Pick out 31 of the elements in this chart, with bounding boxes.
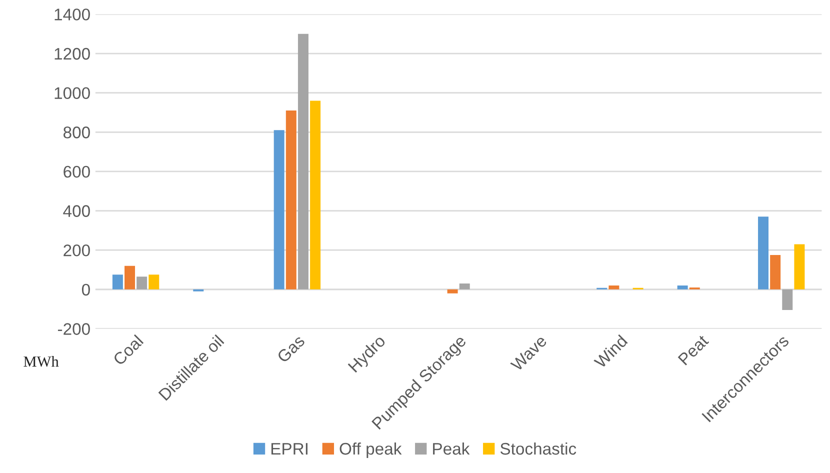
bar bbox=[770, 255, 781, 290]
y-tick-label: 200 bbox=[64, 244, 90, 256]
y-tick-label: 400 bbox=[63, 205, 90, 217]
bar bbox=[112, 274, 123, 290]
bar bbox=[459, 284, 470, 290]
y-tick-label: 1400 bbox=[54, 8, 90, 20]
bar bbox=[148, 274, 160, 290]
bar bbox=[136, 276, 148, 290]
y-tick-label: 1000 bbox=[54, 87, 90, 100]
legend-label: Peak bbox=[433, 442, 470, 455]
bar bbox=[298, 34, 308, 290]
bar bbox=[794, 244, 805, 290]
bar bbox=[124, 266, 136, 290]
bar bbox=[758, 216, 768, 290]
bar bbox=[608, 285, 620, 290]
x-tick-label: Gas bbox=[276, 334, 306, 364]
bar bbox=[274, 130, 284, 290]
y-tick-label: 1200 bbox=[54, 48, 90, 60]
y-tick-label: 600 bbox=[64, 166, 90, 178]
bar bbox=[782, 289, 793, 310]
legend-label: Off peak bbox=[340, 442, 402, 458]
legend-label: Stochastic bbox=[500, 442, 576, 455]
bar bbox=[310, 100, 321, 290]
y-tick-label: -200 bbox=[58, 323, 90, 335]
bar bbox=[286, 110, 296, 290]
legend-label: EPRI bbox=[271, 443, 308, 455]
bar bbox=[447, 289, 458, 294]
y-tick-label: 800 bbox=[64, 126, 90, 138]
bar bbox=[677, 285, 688, 290]
y-tick-label: 0 bbox=[82, 284, 90, 296]
text: MWh bbox=[24, 356, 59, 367]
